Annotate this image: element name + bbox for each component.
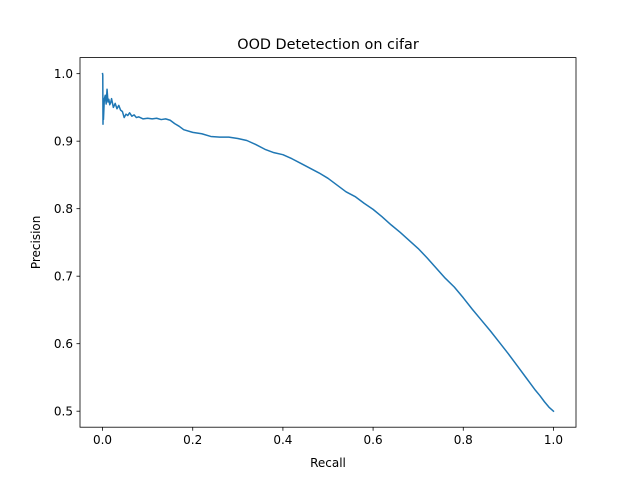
y-tick-label: 1.0	[54, 67, 73, 81]
x-tick-label: 0.0	[93, 433, 112, 447]
x-tick-label: 0.6	[364, 433, 383, 447]
y-tick-label: 0.7	[54, 269, 73, 283]
x-tick-label: 0.2	[183, 433, 202, 447]
ticks-group: 0.0 0.2 0.4 0.6 0.8 1.0 0.5 0.6 0.7 0.8 0.9 1.0	[54, 67, 563, 447]
y-axis-label: Precision	[29, 216, 43, 270]
x-tick-label: 0.4	[273, 433, 292, 447]
y-tick-label: 0.8	[54, 202, 73, 216]
x-tick-label: 0.8	[454, 433, 473, 447]
plot-frame	[79, 57, 577, 428]
y-tick-label: 0.6	[54, 337, 73, 351]
y-tick-label: 0.9	[54, 134, 73, 148]
chart-title: OOD Detetection on cifar	[237, 37, 419, 53]
plot-area	[80, 57, 576, 428]
x-tick-label: 1.0	[544, 433, 563, 447]
y-tick-label: 0.5	[54, 404, 73, 418]
series-line	[101, 72, 555, 413]
x-axis-label: Recall	[310, 456, 346, 470]
